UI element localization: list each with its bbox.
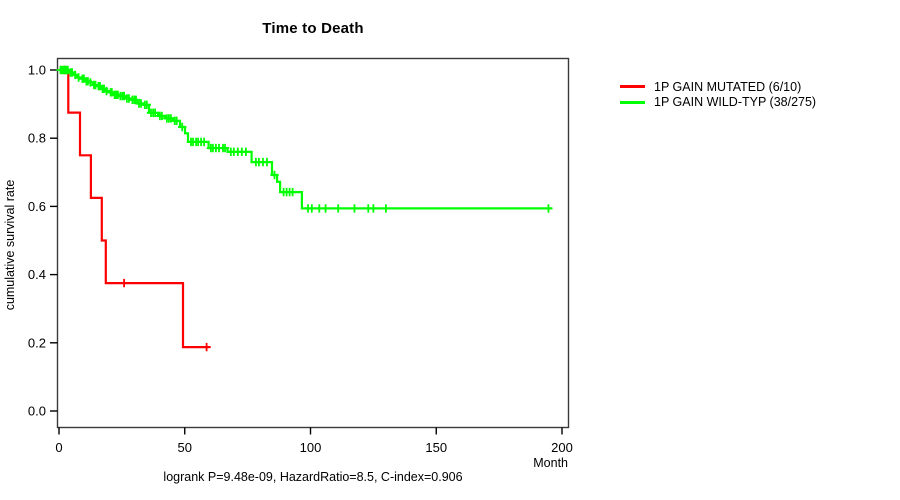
censor-marks-mutated bbox=[60, 65, 211, 352]
legend: 1P GAIN MUTATED (6/10) 1P GAIN WILD-TYP … bbox=[620, 79, 816, 110]
km-curve-wildtype bbox=[59, 68, 552, 210]
y-tick-label: 0.0 bbox=[28, 404, 46, 419]
y-tick-label: 0.4 bbox=[28, 267, 46, 282]
legend-line-wildtype-icon bbox=[620, 100, 645, 104]
legend-line-mutated-icon bbox=[620, 85, 645, 89]
plot-frame bbox=[56, 57, 570, 429]
legend-item-mutated: 1P GAIN MUTATED (6/10) bbox=[620, 79, 816, 95]
x-tick-label: 50 bbox=[178, 440, 192, 455]
legend-item-wildtype: 1P GAIN WILD-TYP (38/275) bbox=[620, 95, 816, 111]
stats-annotation: logrank P=9.48e-09, HazardRatio=8.5, C-i… bbox=[163, 470, 463, 484]
x-axis-title: Month bbox=[533, 456, 568, 470]
x-tick-label: 200 bbox=[551, 440, 573, 455]
legend-label-mutated: 1P GAIN MUTATED (6/10) bbox=[654, 79, 802, 94]
censor-marks-wildtype bbox=[56, 65, 553, 213]
km-curve-mutated bbox=[59, 68, 210, 349]
y-tick-label: 0.2 bbox=[28, 335, 46, 350]
x-tick-label: 0 bbox=[55, 440, 62, 455]
legend-label-wildtype: 1P GAIN WILD-TYP (38/275) bbox=[654, 95, 817, 110]
y-tick-label: 0.8 bbox=[28, 131, 46, 146]
y-axis-title: cumulative survival rate bbox=[3, 179, 17, 311]
x-tick-label: 100 bbox=[300, 440, 322, 455]
y-tick-label: 0.6 bbox=[28, 199, 46, 214]
x-tick-label: 150 bbox=[425, 440, 447, 455]
y-tick-label: 1.0 bbox=[28, 63, 46, 78]
chart-title: Time to Death bbox=[262, 20, 364, 37]
